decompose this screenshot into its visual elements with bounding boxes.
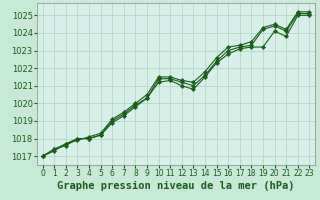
X-axis label: Graphe pression niveau de la mer (hPa): Graphe pression niveau de la mer (hPa) [57, 181, 295, 191]
